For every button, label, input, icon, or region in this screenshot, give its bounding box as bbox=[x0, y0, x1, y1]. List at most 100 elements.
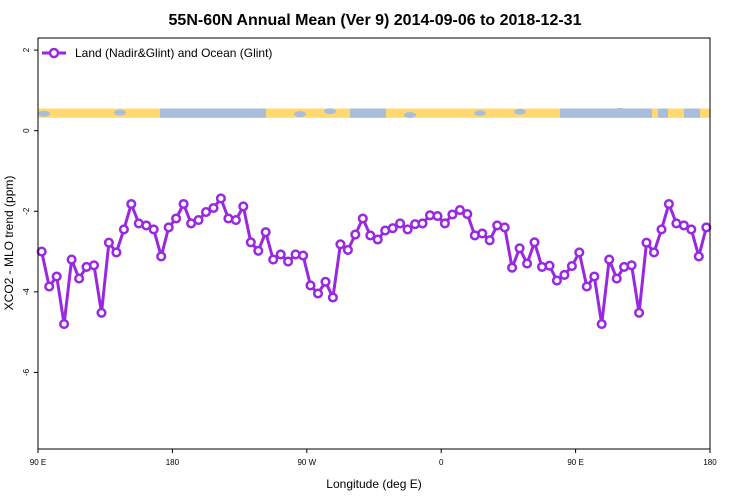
data-point bbox=[372, 234, 383, 245]
x-tick-label: 90 E bbox=[30, 458, 46, 467]
data-point bbox=[551, 275, 562, 286]
land-ocean-mask-strip bbox=[38, 107, 710, 119]
data-point bbox=[88, 260, 100, 271]
data-point bbox=[141, 220, 152, 231]
data-point bbox=[566, 261, 577, 272]
x-tick-label: 0 bbox=[439, 458, 444, 467]
data-point bbox=[118, 224, 129, 235]
data-point bbox=[529, 237, 540, 248]
data-point bbox=[522, 258, 533, 269]
data-point bbox=[507, 262, 518, 273]
y-tick-label: -6 bbox=[22, 368, 31, 376]
legend: Land (Nadir&Glint) and Ocean (Glint) bbox=[42, 46, 272, 60]
data-point bbox=[156, 251, 167, 262]
mask-ocean-patch bbox=[514, 108, 526, 115]
data-point bbox=[342, 244, 353, 255]
data-point bbox=[312, 288, 324, 299]
data-point bbox=[111, 247, 122, 258]
data-point bbox=[126, 198, 137, 210]
data-point bbox=[641, 237, 652, 248]
data-point bbox=[193, 215, 204, 226]
data-point bbox=[686, 224, 697, 235]
data-point bbox=[634, 307, 645, 318]
data-point bbox=[268, 254, 279, 265]
data-point bbox=[514, 243, 525, 254]
data-point bbox=[298, 250, 309, 261]
data-point bbox=[559, 269, 570, 280]
mask-ocean-patch bbox=[474, 110, 486, 117]
y-tick-label: -4 bbox=[22, 288, 31, 296]
data-point bbox=[178, 198, 189, 210]
data-point bbox=[499, 222, 510, 233]
data-point bbox=[320, 276, 331, 287]
data-point bbox=[238, 201, 249, 212]
data-point bbox=[59, 319, 70, 330]
data-point bbox=[395, 218, 406, 229]
data-point bbox=[96, 307, 107, 318]
y-tick-label: 0 bbox=[22, 128, 31, 133]
data-point bbox=[230, 215, 241, 226]
mask-ocean-region bbox=[160, 108, 266, 118]
data-point bbox=[335, 239, 346, 250]
data-point bbox=[253, 245, 264, 256]
axis-ticks: 90 E 180 90 W 0 90 E 180 2 0 -2 -4 -6 bbox=[22, 47, 717, 467]
x-tick-label: 90 W bbox=[297, 458, 316, 467]
data-point bbox=[604, 254, 615, 265]
series-layer bbox=[36, 193, 712, 330]
data-point bbox=[283, 256, 294, 267]
data-point bbox=[432, 211, 443, 222]
data-point bbox=[693, 251, 704, 262]
data-point bbox=[589, 271, 600, 282]
data-point bbox=[200, 207, 212, 218]
data-point bbox=[260, 227, 271, 238]
data-point bbox=[454, 205, 465, 216]
data-point bbox=[626, 260, 637, 271]
data-point bbox=[66, 254, 77, 265]
mask-ocean-patch bbox=[38, 110, 50, 117]
data-point bbox=[484, 235, 495, 246]
data-point bbox=[596, 319, 607, 330]
data-point bbox=[574, 247, 585, 258]
data-point bbox=[544, 260, 555, 271]
data-point bbox=[44, 281, 55, 292]
data-point bbox=[51, 271, 62, 282]
x-tick-label: 180 bbox=[703, 458, 717, 467]
mask-ocean-patch bbox=[404, 112, 416, 119]
x-tick-label: 90 E bbox=[567, 458, 583, 467]
data-point bbox=[439, 218, 450, 229]
legend-marker bbox=[48, 47, 60, 59]
y-tick-label: 2 bbox=[22, 47, 31, 52]
data-point bbox=[387, 223, 398, 234]
x-tick-label: 180 bbox=[166, 458, 180, 467]
data-point bbox=[402, 224, 413, 235]
data-point bbox=[148, 224, 159, 235]
data-point bbox=[327, 292, 338, 303]
data-point bbox=[648, 247, 660, 258]
mask-ocean-patch bbox=[294, 111, 306, 118]
data-point bbox=[215, 193, 226, 204]
data-point bbox=[305, 280, 316, 291]
legend-label: Land (Nadir&Glint) and Ocean (Glint) bbox=[75, 46, 272, 60]
data-point bbox=[275, 249, 286, 260]
data-point bbox=[163, 222, 174, 233]
data-point bbox=[462, 209, 473, 220]
data-point bbox=[103, 237, 114, 248]
plot-frame bbox=[37, 37, 711, 450]
data-point bbox=[701, 222, 712, 233]
mask-ocean-patch bbox=[324, 108, 336, 115]
x-axis-label: Longitude (deg E) bbox=[326, 477, 421, 491]
data-point bbox=[74, 273, 85, 284]
data-point bbox=[417, 218, 428, 229]
data-point bbox=[656, 224, 667, 235]
data-point bbox=[350, 229, 361, 240]
mask-ocean-patch bbox=[614, 107, 626, 114]
data-point bbox=[678, 220, 689, 231]
data-point bbox=[36, 246, 47, 257]
data-point bbox=[208, 202, 219, 214]
data-point bbox=[663, 198, 674, 210]
chart-title: 55N-60N Annual Mean (Ver 9) 2014-09-06 t… bbox=[169, 12, 582, 29]
data-point bbox=[581, 281, 592, 292]
data-point bbox=[447, 209, 458, 220]
mask-ocean-patch bbox=[114, 109, 126, 116]
